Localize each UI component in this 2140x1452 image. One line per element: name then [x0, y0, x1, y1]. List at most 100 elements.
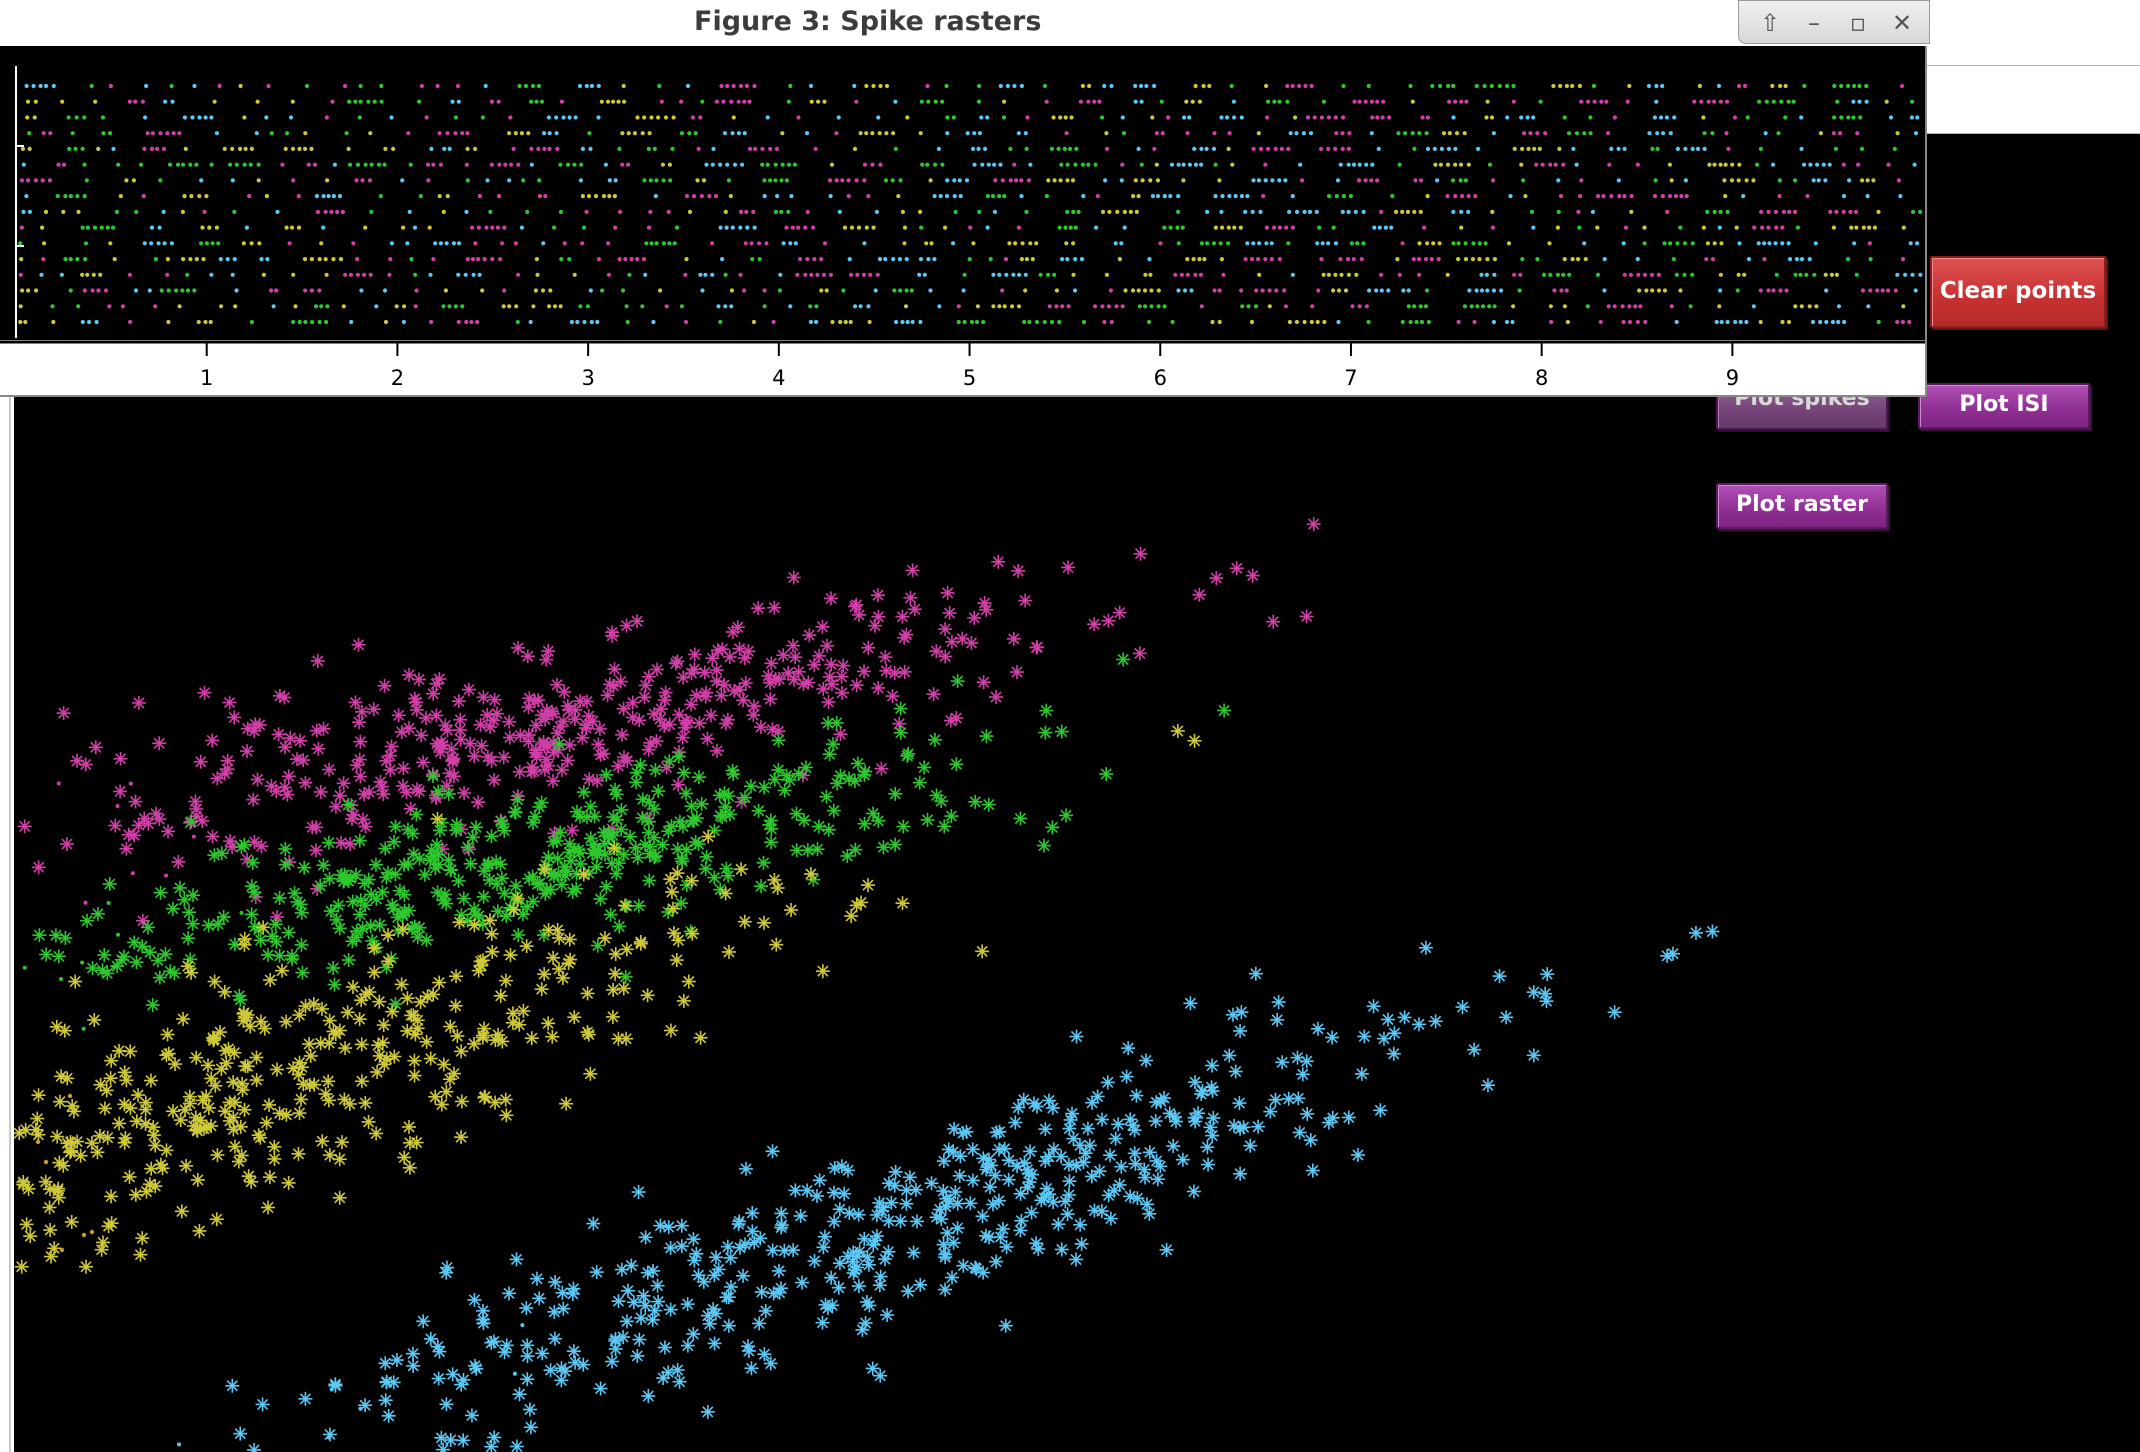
spike-mark	[1838, 131, 1843, 136]
cluster-point	[763, 692, 778, 707]
spike-mark	[290, 99, 295, 104]
cluster-point	[477, 864, 492, 879]
cluster-point	[119, 841, 134, 856]
spike-mark	[606, 272, 612, 277]
spike-mark	[217, 83, 222, 89]
cluster-point	[209, 1212, 224, 1227]
spike-mark	[1119, 241, 1124, 246]
cluster-point	[234, 840, 249, 855]
spike-mark	[607, 178, 612, 183]
cluster-point	[879, 663, 894, 678]
spike-mark	[1425, 241, 1430, 246]
spike-mark	[1122, 209, 1127, 214]
cluster-point	[830, 776, 845, 791]
window-title: Figure 3: Spike rasters	[694, 6, 1042, 37]
cluster-point	[1013, 811, 1028, 826]
spike-mark	[369, 162, 374, 167]
spike-mark	[1771, 99, 1776, 104]
clear-points-button[interactable]: Clear points	[1930, 256, 2106, 328]
spike-mark	[1071, 241, 1076, 246]
spike-mark	[862, 178, 867, 183]
spike-mark	[840, 178, 845, 183]
spike-mark	[447, 304, 452, 309]
spike-mark	[1453, 146, 1458, 151]
cluster-point	[700, 731, 715, 746]
spike-mark	[92, 225, 98, 230]
cluster-point	[631, 1185, 646, 1200]
cluster-point	[283, 731, 298, 746]
spike-mark	[945, 115, 950, 120]
spike-mark	[814, 319, 819, 325]
spike-mark	[1058, 178, 1063, 183]
cluster-point	[1009, 665, 1024, 680]
spike-mark	[1777, 178, 1782, 183]
cluster-point	[547, 1304, 562, 1319]
plot-raster-button[interactable]: Plot raster	[1716, 483, 1888, 529]
spike-mark	[480, 288, 485, 293]
cluster-stray-point	[329, 1387, 334, 1392]
spike-mark	[1274, 288, 1279, 293]
spike-mark	[1511, 304, 1516, 309]
cluster-point	[1127, 1146, 1142, 1161]
cluster-point	[1038, 725, 1053, 740]
spike-mark	[1463, 257, 1469, 262]
cluster-point	[377, 678, 392, 693]
spike-mark	[170, 99, 175, 104]
spike-mark	[1767, 241, 1772, 246]
spike-mark	[473, 146, 478, 151]
spike-mark	[1002, 304, 1007, 309]
spike-mark	[1087, 83, 1092, 89]
spike-mark	[1081, 319, 1087, 325]
spike-mark	[1301, 131, 1306, 136]
maximize-icon[interactable]: ▫	[1849, 9, 1867, 37]
spike-mark	[1144, 83, 1149, 89]
spike-mark	[585, 304, 591, 309]
cluster-point	[430, 885, 445, 900]
cluster-point	[263, 972, 278, 987]
plot-isi-button[interactable]: Plot ISI	[1918, 383, 2090, 429]
cluster-point	[508, 805, 523, 820]
cluster-point	[871, 680, 886, 695]
spike-mark	[1551, 83, 1556, 89]
cluster-stray-point	[35, 1139, 41, 1145]
spike-mark	[1627, 319, 1633, 325]
spike-mark	[1512, 146, 1517, 151]
spike-mark	[1770, 83, 1775, 89]
spike-mark	[1001, 115, 1007, 120]
spike-mark	[701, 178, 707, 183]
cluster-point	[1607, 1005, 1622, 1020]
spike-mark	[1526, 146, 1531, 151]
cluster-point	[798, 760, 813, 775]
spike-mark	[1738, 319, 1743, 325]
spike-mark	[786, 99, 791, 104]
arrow-up-icon[interactable]: ⇧	[1759, 9, 1781, 37]
window-titlebar[interactable]: Figure 3: Spike rasters ⇧ – ▫ ✕	[0, 0, 1930, 46]
cluster-point	[901, 746, 916, 761]
cluster-point	[679, 842, 694, 857]
spike-mark	[341, 304, 346, 309]
cluster-point	[303, 1048, 318, 1063]
spike-mark	[1555, 225, 1560, 230]
cluster-point	[663, 872, 678, 887]
spike-mark	[1379, 209, 1384, 214]
spike-mark	[788, 83, 793, 89]
cluster-point	[611, 1031, 626, 1046]
cluster-point	[410, 930, 425, 945]
spike-mark	[1445, 162, 1451, 167]
close-icon[interactable]: ✕	[1891, 9, 1913, 37]
cluster-point	[614, 727, 629, 742]
spike-mark	[1846, 83, 1851, 89]
spike-mark	[379, 99, 384, 104]
cluster-point	[160, 1027, 175, 1042]
cluster-point	[988, 1168, 1003, 1183]
cluster-point	[881, 1244, 896, 1259]
cluster-point	[217, 766, 232, 781]
cluster-point	[937, 819, 952, 834]
spike-mark	[1531, 115, 1536, 120]
cluster-point	[881, 1176, 896, 1191]
minimize-icon[interactable]: –	[1808, 9, 1820, 37]
spike-mark	[1065, 178, 1070, 183]
spike-mark	[238, 83, 243, 89]
spike-mark	[1665, 209, 1670, 214]
